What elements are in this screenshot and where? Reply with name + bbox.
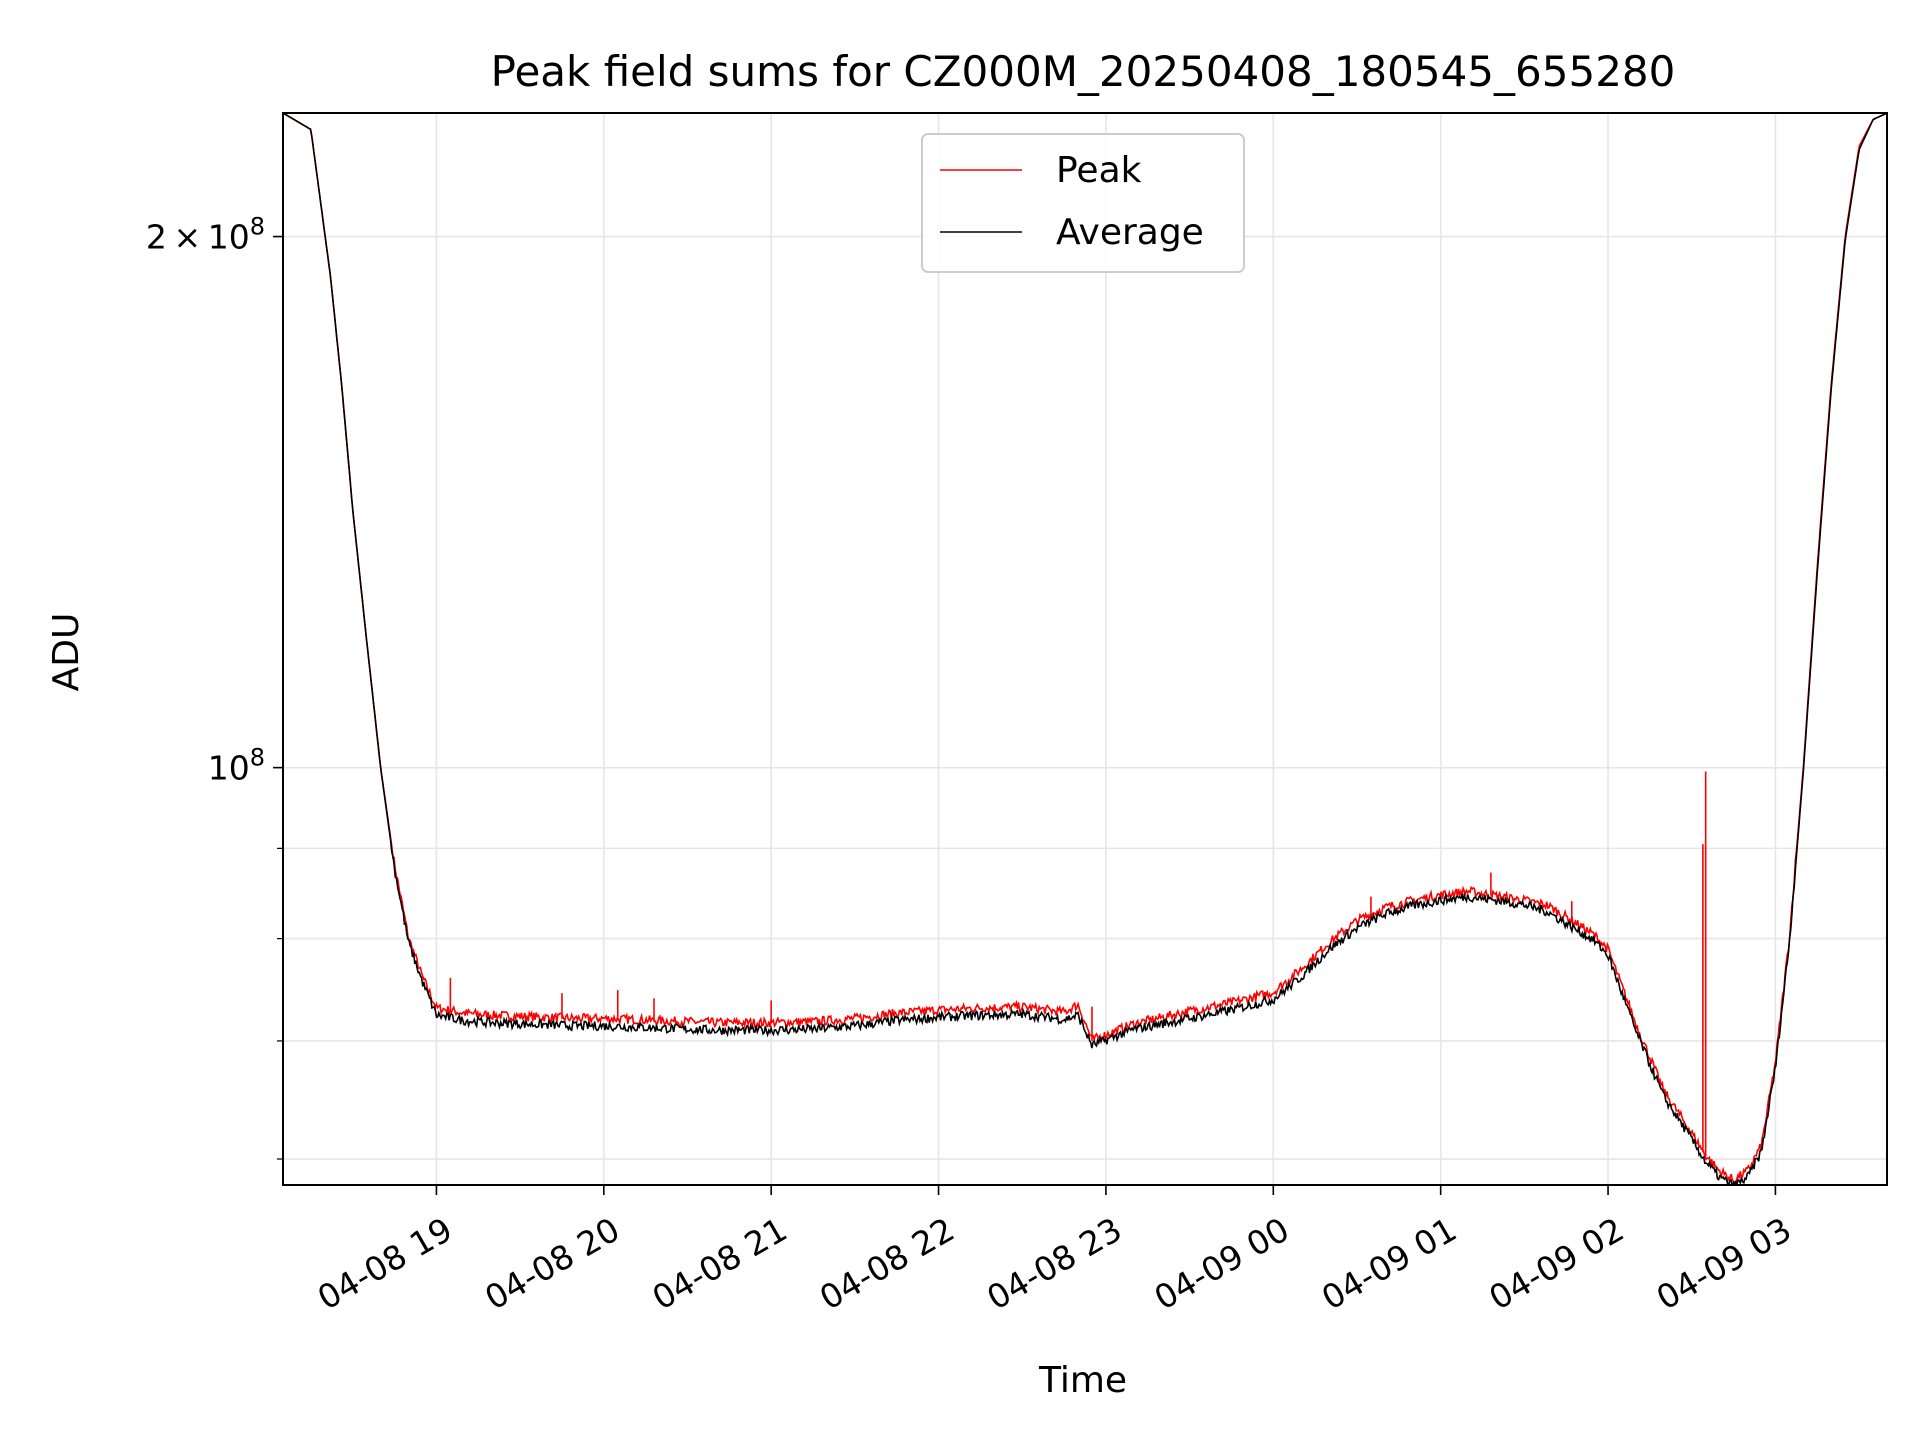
chart-title: Peak field sums for CZ000M_20250408_1805… xyxy=(491,47,1676,96)
x-axis-label: Time xyxy=(1038,1360,1127,1401)
legend: Peak Average xyxy=(921,133,1245,273)
series-line-peak xyxy=(283,113,1887,1184)
series-layer xyxy=(283,113,1887,1185)
series-line-average xyxy=(283,113,1887,1185)
axes xyxy=(282,112,1888,1186)
legend-label-peak: Peak xyxy=(1056,150,1142,191)
plot-frame xyxy=(282,112,1888,1186)
legend-box xyxy=(921,133,1245,273)
y-tick-label: 2 × 108 xyxy=(146,213,265,257)
legend-label-average: Average xyxy=(1056,212,1204,253)
y-axis-label: ADU xyxy=(46,613,87,692)
